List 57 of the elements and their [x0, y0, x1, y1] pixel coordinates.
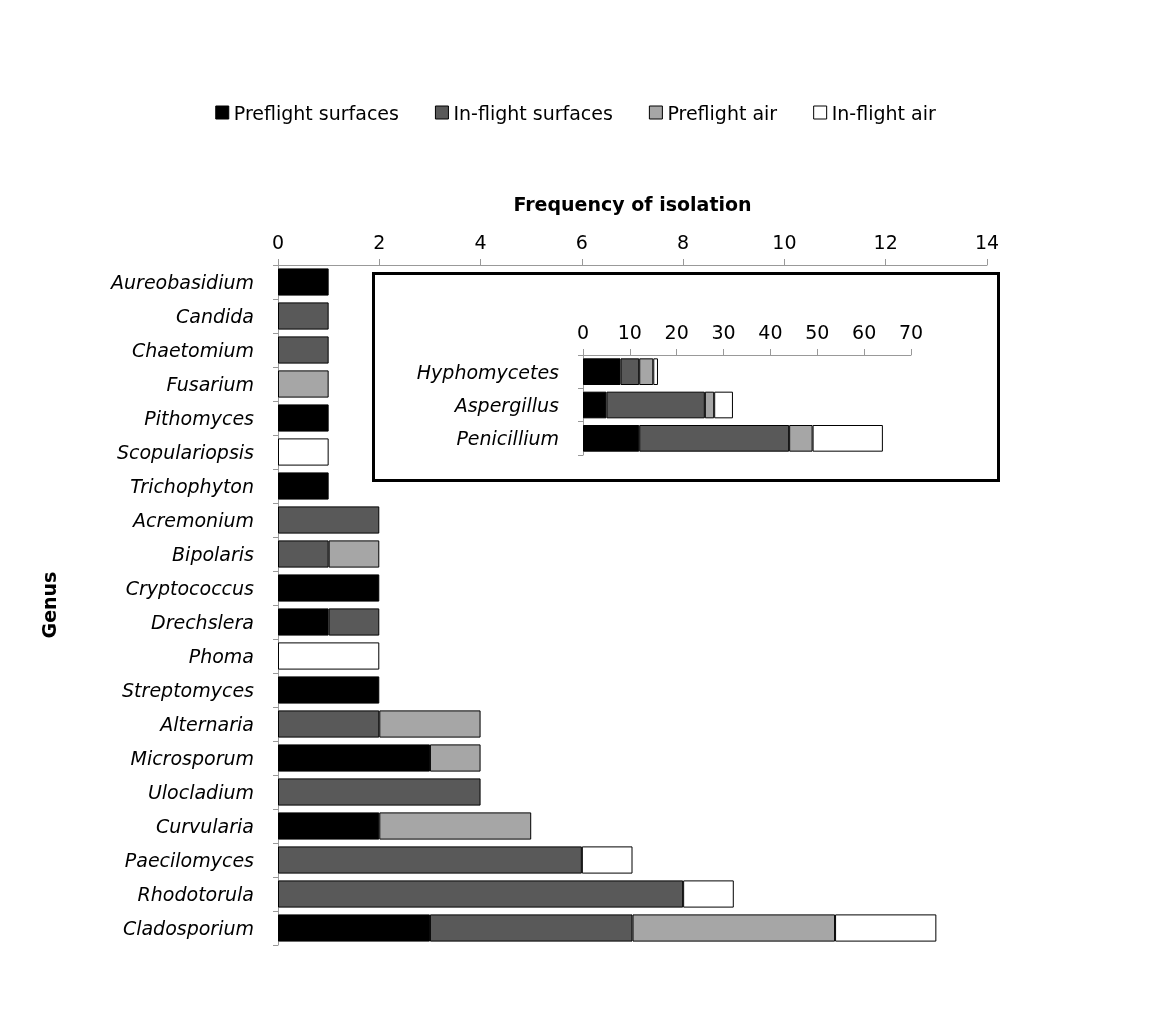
bar	[278, 506, 380, 534]
x-tick-label: 8	[677, 230, 690, 253]
y-tick-label: Curvularia	[155, 815, 254, 837]
y-tick-label: Aspergillus	[452, 394, 560, 416]
y-tick-label: Drechslera	[151, 611, 254, 633]
y-tick-label: Streptomyces	[122, 679, 255, 701]
y-tick-label: Scopulariopsis	[116, 441, 255, 463]
y-tick-label: Cladosporium	[122, 917, 254, 939]
x-tick-label: 10	[617, 320, 642, 343]
y-tick-label: Alternaria	[158, 713, 254, 735]
x-tick-label: 0	[576, 320, 590, 343]
y-tick-label: Bipolaris	[172, 543, 255, 565]
legend-label: In-flight air	[831, 101, 936, 124]
bar	[278, 778, 481, 806]
y-tick-label: Penicillium	[456, 427, 559, 450]
y-tick-label: Ulocladium	[147, 781, 254, 803]
bar	[278, 676, 380, 704]
y-tick-label: Trichophyton	[130, 475, 254, 497]
y-tick-label: Chaetomium	[131, 339, 254, 361]
x-tick-label: 10	[772, 230, 797, 253]
x-tick-label: 60	[852, 320, 877, 343]
x-tick-label: 6	[575, 230, 588, 253]
y-tick-label: Pithomyces	[144, 407, 255, 429]
x-tick-label: 2	[373, 230, 386, 253]
y-tick-label: Acremonium	[131, 509, 254, 531]
legend-label: Preflight air	[667, 101, 778, 124]
y-tick-label: Microsporum	[130, 747, 254, 769]
bar	[278, 404, 329, 432]
y-tick-label: Cryptococcus	[125, 577, 255, 599]
x-tick-label: 4	[474, 230, 487, 253]
legend-label: In-flight surfaces	[453, 101, 613, 124]
bar	[278, 302, 329, 330]
x-tick-label: 50	[805, 320, 830, 343]
y-tick-label: Fusarium	[166, 373, 254, 395]
bar	[278, 574, 380, 602]
x-tick-label: 40	[758, 320, 783, 343]
x-tick-label: 0	[271, 230, 285, 253]
y-tick-label: Phoma	[188, 645, 254, 667]
bar	[278, 336, 329, 364]
legend-label: Preflight surfaces	[233, 101, 399, 124]
x-tick-label: 12	[873, 230, 898, 253]
y-tick-label: Rhodotorula	[137, 883, 254, 905]
bar	[278, 472, 329, 500]
bar	[278, 438, 329, 466]
bar	[278, 268, 329, 296]
x-tick-label: 70	[898, 320, 924, 343]
y-tick-label: Hyphomycetes	[416, 360, 560, 383]
x-tick-label: 14	[974, 230, 1000, 253]
y-tick-label: Paecilomyces	[124, 849, 255, 871]
bar	[278, 370, 329, 398]
x-tick-label: 30	[711, 320, 736, 343]
bar	[278, 642, 380, 670]
y-tick-label: Candida	[176, 305, 254, 327]
y-axis-title: Genus	[37, 571, 60, 639]
x-axis-title: Frequency of isolation	[513, 192, 752, 215]
x-tick-label: 20	[664, 320, 689, 343]
y-tick-label: Aureobasidium	[109, 271, 254, 293]
